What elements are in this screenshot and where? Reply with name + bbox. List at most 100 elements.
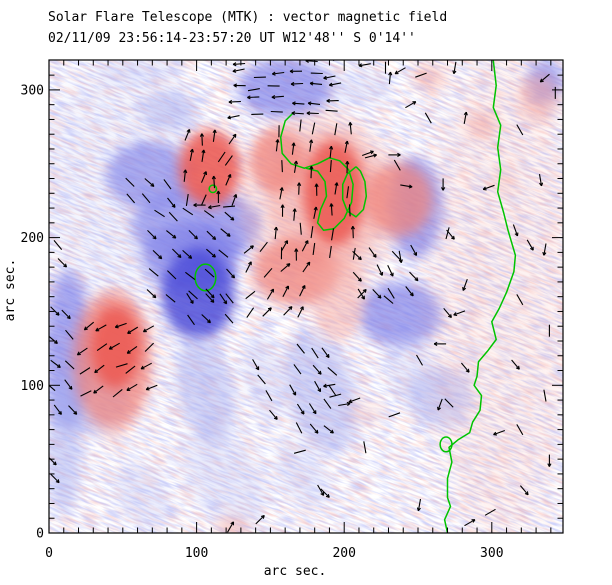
field-vector-arrow	[227, 115, 240, 120]
field-vector-arrow	[126, 193, 136, 204]
field-vector-arrow	[376, 264, 384, 276]
field-vector-arrow	[352, 250, 362, 261]
field-vector-arrow	[493, 429, 505, 436]
field-vector-arrow	[152, 250, 163, 260]
field-vector-arrow	[283, 306, 293, 316]
field-vector-arrow	[144, 178, 155, 187]
field-vector-arrow	[453, 310, 466, 317]
field-vector-arrow	[352, 247, 356, 260]
field-vector-arrow	[348, 397, 361, 404]
field-vector-arrow	[297, 182, 302, 195]
field-vector-arrow	[188, 290, 198, 300]
field-vector-arrow	[79, 367, 91, 375]
field-vector-arrow	[205, 288, 215, 299]
field-vector-arrow	[227, 521, 235, 533]
negative-polarity-blob	[49, 60, 197, 297]
x-tick-label: 0	[45, 546, 53, 561]
field-vector-arrow	[163, 179, 172, 190]
field-vector-arrow	[49, 384, 56, 392]
field-vector-arrow	[460, 362, 470, 373]
field-vector-arrow	[183, 169, 188, 182]
field-vector-arrow	[323, 383, 336, 388]
field-vector-arrow	[245, 290, 256, 300]
field-vector-arrow	[94, 364, 105, 374]
field-vector-arrow	[126, 383, 138, 391]
field-vector-arrow	[257, 374, 266, 385]
positive-polarity-blob	[249, 128, 306, 194]
field-vector-arrow	[362, 150, 374, 157]
field-vector-arrow	[220, 228, 231, 237]
field-vector-arrow	[405, 286, 414, 297]
field-vector-arrow	[444, 398, 454, 408]
small-contour-circle	[194, 263, 217, 292]
field-vector-arrow	[299, 285, 306, 297]
field-vector-arrow	[292, 208, 297, 221]
field-vector-arrow	[452, 61, 457, 75]
field-vector-arrow	[328, 82, 342, 87]
field-vector-arrow	[188, 230, 198, 240]
field-vector-arrow	[262, 307, 272, 317]
field-vector-arrow	[185, 194, 189, 206]
field-vector-arrow	[291, 142, 296, 155]
core-inner-contour	[341, 166, 368, 218]
field-vector-arrow	[184, 128, 191, 141]
field-vector-arrow	[200, 194, 207, 206]
y-tick-label: 0	[36, 527, 44, 542]
field-vector-arrow	[511, 359, 520, 370]
field-vector-arrow	[538, 174, 544, 187]
field-vector-arrow	[193, 203, 206, 208]
negative-polarity-blob	[182, 430, 267, 527]
field-vector-arrow	[144, 342, 154, 352]
field-vector-arrow	[295, 422, 303, 434]
field-vector-arrow	[314, 380, 322, 393]
field-vector-arrow	[441, 178, 446, 191]
field-vector-arrow	[281, 160, 283, 173]
field-vector-arrow	[323, 75, 336, 80]
field-vector-arrow	[293, 364, 302, 375]
field-vector-arrow	[50, 359, 61, 369]
field-vector-arrow	[146, 289, 157, 299]
y-tick-label: 100	[21, 379, 44, 394]
limb-contour	[443, 60, 517, 533]
field-vector-arrow	[126, 345, 138, 354]
field-vector-arrow	[445, 227, 450, 240]
field-vector-arrow	[516, 124, 524, 136]
field-vector-arrow	[446, 229, 455, 240]
field-vector-arrow	[115, 363, 128, 368]
field-vector-arrow	[317, 484, 325, 496]
field-vector-arrow	[309, 423, 319, 434]
field-vector-arrow	[409, 271, 419, 282]
negative-polarity-blob	[161, 247, 235, 340]
field-vector-arrow	[247, 88, 260, 92]
field-vector-arrow	[372, 289, 382, 299]
field-vector-arrow	[57, 258, 68, 268]
field-vector-arrow	[154, 209, 165, 218]
field-vector-arrow	[282, 285, 290, 297]
field-vector-arrow	[216, 190, 221, 203]
field-vector-arrow	[437, 398, 443, 411]
field-vector-arrow	[348, 121, 353, 135]
field-vector-arrow	[165, 294, 176, 303]
field-vector-arrow	[95, 324, 107, 332]
field-vector-arrow	[416, 498, 422, 512]
field-vector-arrow	[415, 72, 427, 78]
field-vector-arrow	[200, 171, 208, 183]
field-vector-arrow	[329, 160, 332, 173]
field-vector-arrow	[50, 473, 60, 484]
field-vector-arrow	[299, 119, 302, 132]
field-vector-arrow	[338, 401, 351, 407]
field-vector-arrow	[519, 485, 529, 496]
x-tick-label: 300	[480, 546, 503, 561]
tiny-contour-circle	[208, 184, 218, 194]
field-vector-arrow	[208, 204, 221, 210]
field-vector-arrow	[252, 359, 260, 371]
field-vector-arrow	[167, 197, 176, 208]
positive-polarity-blob	[214, 516, 250, 533]
positive-polarity-blob	[364, 162, 433, 237]
field-vector-arrow	[204, 268, 215, 278]
negative-polarity-blob	[237, 60, 333, 118]
vector-arrow-layer	[49, 60, 556, 533]
